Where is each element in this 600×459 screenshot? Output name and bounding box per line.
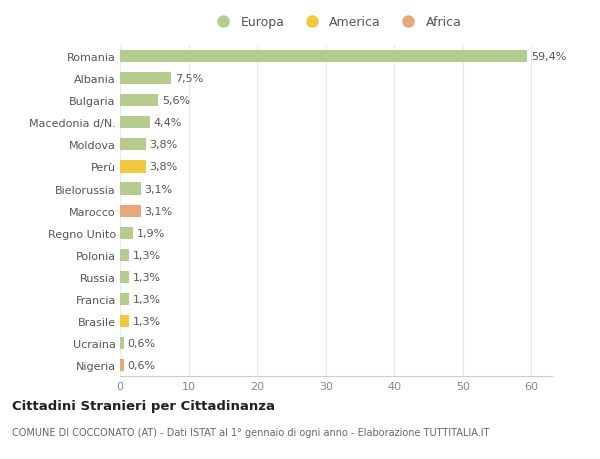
Bar xyxy=(120,51,527,63)
Legend: Europa, America, Africa: Europa, America, Africa xyxy=(206,12,466,33)
Text: 5,6%: 5,6% xyxy=(162,96,190,106)
Bar xyxy=(120,249,129,261)
Bar xyxy=(120,117,150,129)
Text: Cittadini Stranieri per Cittadinanza: Cittadini Stranieri per Cittadinanza xyxy=(12,399,275,412)
Bar xyxy=(120,95,158,107)
Text: 4,4%: 4,4% xyxy=(154,118,182,128)
Bar xyxy=(120,293,129,305)
Text: 0,6%: 0,6% xyxy=(128,338,155,348)
Text: 1,3%: 1,3% xyxy=(133,316,160,326)
Bar xyxy=(120,359,124,371)
Text: 0,6%: 0,6% xyxy=(128,360,155,370)
Text: 3,8%: 3,8% xyxy=(149,140,178,150)
Text: 1,9%: 1,9% xyxy=(136,228,165,238)
Bar xyxy=(120,183,141,195)
Bar xyxy=(120,161,146,173)
Text: 1,3%: 1,3% xyxy=(133,294,160,304)
Text: 3,8%: 3,8% xyxy=(149,162,178,172)
Text: COMUNE DI COCCONATO (AT) - Dati ISTAT al 1° gennaio di ogni anno - Elaborazione : COMUNE DI COCCONATO (AT) - Dati ISTAT al… xyxy=(12,427,490,437)
Text: 59,4%: 59,4% xyxy=(531,52,566,62)
Bar xyxy=(120,205,141,217)
Bar xyxy=(120,315,129,327)
Text: 1,3%: 1,3% xyxy=(133,272,160,282)
Text: 3,1%: 3,1% xyxy=(145,206,173,216)
Bar xyxy=(120,337,124,349)
Bar xyxy=(120,139,146,151)
Bar xyxy=(120,227,133,239)
Text: 7,5%: 7,5% xyxy=(175,74,203,84)
Text: 3,1%: 3,1% xyxy=(145,184,173,194)
Text: 1,3%: 1,3% xyxy=(133,250,160,260)
Bar xyxy=(120,73,172,85)
Bar xyxy=(120,271,129,283)
